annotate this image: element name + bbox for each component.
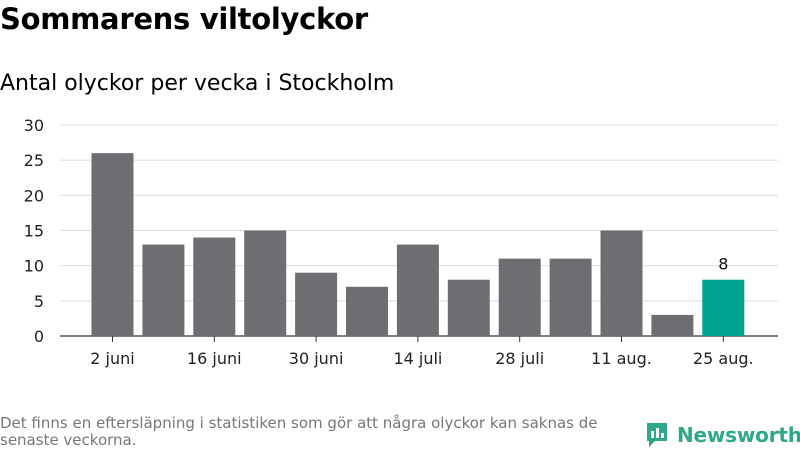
bar-4-aug bbox=[549, 258, 592, 336]
chart-title: Sommarens viltolyckor bbox=[0, 2, 368, 36]
data-label-highlight: 8 bbox=[718, 255, 728, 274]
y-tick-label: 25 bbox=[24, 151, 44, 170]
x-tick-label: 16 juni bbox=[187, 349, 242, 368]
bar-9-juni bbox=[142, 244, 185, 336]
footnote: Det finns en eftersläpning i statistiken… bbox=[0, 414, 598, 449]
bar-25-aug bbox=[702, 279, 745, 336]
chart-subtitle: Antal olyckor per vecka i Stockholm bbox=[0, 71, 395, 96]
bar-23-juni bbox=[244, 230, 287, 336]
y-tick-label: 20 bbox=[24, 186, 44, 205]
bar-28-juli bbox=[498, 258, 541, 336]
y-tick-label: 15 bbox=[24, 222, 44, 241]
brand-logo[interactable]: Newsworthy bbox=[645, 420, 800, 450]
y-tick-label: 5 bbox=[34, 292, 44, 311]
y-tick-label: 0 bbox=[34, 327, 44, 346]
newsworthy-logo-icon bbox=[647, 423, 667, 447]
brand-name: Newsworthy bbox=[677, 423, 800, 447]
bar-18-aug bbox=[651, 314, 694, 336]
y-tick-label: 30 bbox=[24, 116, 44, 135]
bar-14-juli bbox=[396, 244, 439, 336]
bar-chart: 0 5 10 15 20 25 30 2 juni 16 juni 30 juni 14 juli… bbox=[24, 116, 778, 368]
bar-21-juli bbox=[447, 279, 490, 336]
bar-7-juli bbox=[346, 286, 388, 336]
x-tick-label: 11 aug. bbox=[591, 349, 652, 368]
bar-30-juni bbox=[295, 272, 338, 336]
x-tick-label: 2 juni bbox=[90, 349, 134, 368]
y-tick-label: 10 bbox=[24, 257, 44, 276]
x-tick-label: 30 juni bbox=[289, 349, 344, 368]
x-tick-label: 28 juli bbox=[495, 349, 544, 368]
x-tick-label: 14 juli bbox=[393, 349, 442, 368]
bar-16-juni bbox=[193, 237, 236, 336]
bar-11-aug bbox=[600, 230, 643, 336]
bar-2-juni bbox=[91, 153, 134, 336]
x-tick-label: 25 aug. bbox=[693, 349, 754, 368]
